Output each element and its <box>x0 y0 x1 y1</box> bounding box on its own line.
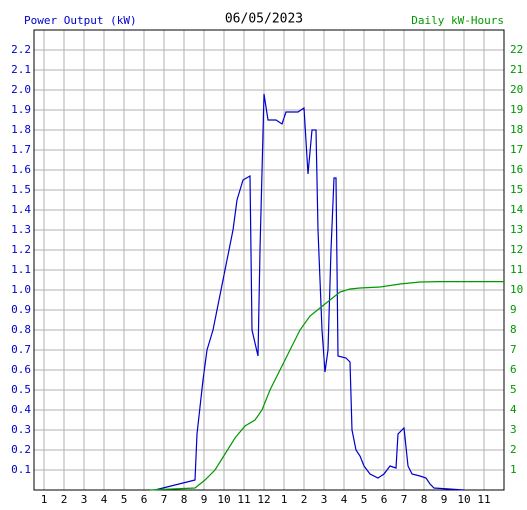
x-tick-label: 11 <box>477 493 490 506</box>
y2-tick-label: 12 <box>510 243 523 256</box>
y2-tick-label: 1 <box>510 463 517 476</box>
x-tick-label: 7 <box>401 493 408 506</box>
x-tick-label: 4 <box>341 493 348 506</box>
y2-tick-label: 2 <box>510 443 517 456</box>
y2-tick-label: 19 <box>510 103 523 116</box>
y-tick-label: 0.2 <box>11 443 31 456</box>
y2-tick-label: 17 <box>510 143 523 156</box>
chart-title: 06/05/2023 <box>225 12 303 27</box>
plot-frame <box>33 29 505 491</box>
y2-tick-label: 18 <box>510 123 523 136</box>
y-tick-label: 0.9 <box>11 303 31 316</box>
x-tick-label: 10 <box>217 493 230 506</box>
x-tick-label: 3 <box>81 493 88 506</box>
x-tick-label: 5 <box>121 493 128 506</box>
x-tick-label: 11 <box>237 493 250 506</box>
y-tick-label: 0.3 <box>11 423 31 436</box>
y-axis-title: Power Output (kW) <box>24 14 137 27</box>
data-line <box>154 93 465 491</box>
x-tick-label: 6 <box>381 493 388 506</box>
y-tick-label: 1.9 <box>11 103 31 116</box>
y-tick-label: 2.2 <box>11 43 31 56</box>
y-tick-label: 1.1 <box>11 263 31 276</box>
y-tick-label: 1.0 <box>11 283 31 296</box>
y-tick-label: 2.0 <box>11 83 31 96</box>
y-tick-label: 0.7 <box>11 343 31 356</box>
y2-tick-label: 7 <box>510 343 517 356</box>
x-tick-label: 7 <box>161 493 168 506</box>
y2-tick-label: 6 <box>510 363 517 376</box>
data-line <box>149 281 504 491</box>
x-tick-label: 8 <box>421 493 428 506</box>
y-tick-label: 0.4 <box>11 403 31 416</box>
x-tick-label: 4 <box>101 493 108 506</box>
y2-tick-label: 3 <box>510 423 517 436</box>
y-tick-label: 1.3 <box>11 223 31 236</box>
y2-tick-label: 20 <box>510 83 523 96</box>
x-tick-label: 3 <box>321 493 328 506</box>
y-tick-label: 0.5 <box>11 383 31 396</box>
y2-tick-label: 22 <box>510 43 523 56</box>
y2-tick-label: 8 <box>510 323 517 336</box>
y-tick-label: 0.8 <box>11 323 31 336</box>
y2-tick-label: 11 <box>510 263 523 276</box>
y-tick-label: 1.6 <box>11 163 31 176</box>
y-tick-label: 0.6 <box>11 363 31 376</box>
y2-tick-label: 4 <box>510 403 517 416</box>
x-tick-label: 5 <box>361 493 368 506</box>
y2-tick-label: 15 <box>510 183 523 196</box>
x-tick-label: 10 <box>457 493 470 506</box>
y2-axis-title: Daily kW-Hours <box>411 14 504 27</box>
x-tick-label: 1 <box>41 493 48 506</box>
x-tick-label: 12 <box>257 493 270 506</box>
y2-tick-label: 9 <box>510 303 517 316</box>
x-tick-label: 8 <box>181 493 188 506</box>
y-tick-label: 1.2 <box>11 243 31 256</box>
y2-tick-label: 10 <box>510 283 523 296</box>
y2-tick-label: 21 <box>510 63 523 76</box>
y2-tick-label: 5 <box>510 383 517 396</box>
y2-tick-label: 16 <box>510 163 523 176</box>
x-tick-label: 9 <box>201 493 208 506</box>
y-tick-label: 1.7 <box>11 143 31 156</box>
x-tick-label: 2 <box>301 493 308 506</box>
y-tick-label: 1.4 <box>11 203 31 216</box>
y2-tick-label: 14 <box>510 203 524 216</box>
x-tick-label: 2 <box>61 493 68 506</box>
y-tick-label: 1.8 <box>11 123 31 136</box>
x-tick-label: 1 <box>281 493 288 506</box>
x-tick-label: 6 <box>141 493 148 506</box>
x-tick-label: 9 <box>441 493 448 506</box>
y-tick-label: 0.1 <box>11 463 31 476</box>
y-tick-label: 2.1 <box>11 63 31 76</box>
y2-tick-label: 13 <box>510 223 523 236</box>
y-tick-label: 1.5 <box>11 183 31 196</box>
